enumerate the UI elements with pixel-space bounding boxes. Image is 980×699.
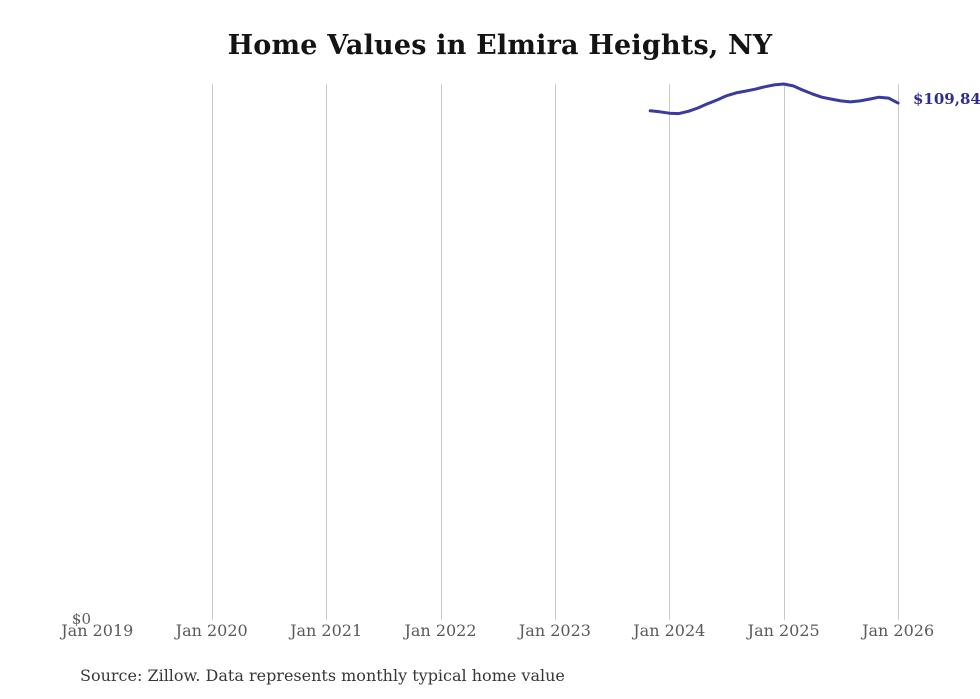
x-tick-jan-2025: Jan 2025 xyxy=(747,621,820,640)
gridline-jan-2026 xyxy=(898,84,900,620)
x-tick-jan-2019: Jan 2019 xyxy=(61,621,134,640)
x-tick-jan-2023: Jan 2023 xyxy=(518,621,591,640)
latest-value-label: $109,844 xyxy=(913,90,980,108)
chart-title: Home Values in Elmira Heights, NY xyxy=(227,30,773,61)
x-tick-jan-2026: Jan 2026 xyxy=(862,621,935,640)
gridline-jan-2024 xyxy=(669,84,671,620)
x-tick-jan-2021: Jan 2021 xyxy=(290,621,363,640)
gridline-jan-2025 xyxy=(783,84,785,620)
y-axis-zero-label: $0 xyxy=(71,610,91,628)
x-tick-jan-2024: Jan 2024 xyxy=(633,621,706,640)
gridline-jan-2021 xyxy=(326,84,328,620)
x-tick-jan-2022: Jan 2022 xyxy=(404,621,477,640)
source-note: Source: Zillow. Data represents monthly … xyxy=(80,666,565,685)
gridline-jan-2022 xyxy=(440,84,442,620)
gridline-jan-2023 xyxy=(554,84,556,620)
x-tick-jan-2020: Jan 2020 xyxy=(175,621,248,640)
home-value-line xyxy=(648,82,900,116)
gridline-jan-2020 xyxy=(211,84,213,620)
